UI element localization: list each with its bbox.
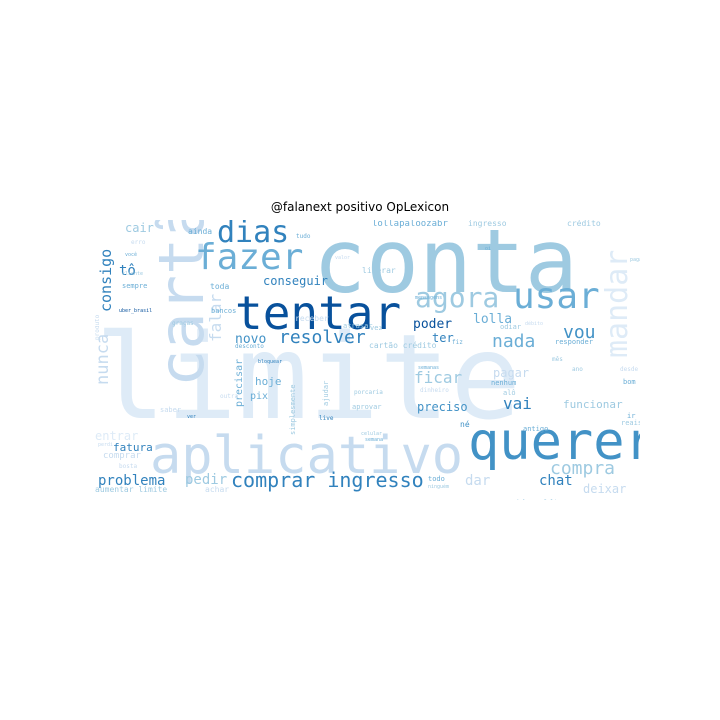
- word-cloud: limite cartão conta aplicativo querer te…: [95, 220, 640, 500]
- word-tentar: tentar: [235, 286, 402, 340]
- word-voce: você: [125, 252, 138, 258]
- word-ano: ano: [572, 366, 583, 373]
- word-conseguir: conseguir: [263, 274, 329, 288]
- word-mandar: mandar: [600, 249, 635, 358]
- word-to: tô: [119, 263, 136, 279]
- word-oi: oi: [485, 246, 492, 252]
- word-conta: conta: [313, 220, 578, 313]
- word-novo: novo: [235, 332, 267, 347]
- word-usar: usar: [513, 276, 600, 317]
- word-vou: vou: [563, 322, 596, 343]
- word-dar: dar: [465, 473, 491, 489]
- word-achar: achar: [205, 485, 230, 494]
- word-dinheiro: dinheiro: [420, 387, 449, 394]
- word-nunca: nunca: [95, 333, 113, 385]
- word-lollapaloozabr: lollapaloozabr: [372, 220, 448, 229]
- word-consigo: consigo: [97, 248, 115, 312]
- word-vai: vai: [503, 394, 532, 413]
- word-compra: compra: [550, 458, 616, 479]
- word-semanas: semanas: [418, 365, 440, 371]
- word-semana: semana: [365, 437, 384, 443]
- word-entrar: entrar: [95, 429, 139, 443]
- word-ver: ver: [187, 414, 197, 420]
- word-deixar: deixar: [583, 482, 627, 496]
- word-lolla: lolla: [473, 312, 513, 327]
- word-ficar: ficar: [414, 368, 463, 387]
- word-fatura: fatura: [113, 441, 153, 454]
- word-aprovar: aprovar: [352, 403, 382, 411]
- word-todo: todo: [428, 475, 445, 483]
- word-liberar: liberar: [362, 266, 396, 275]
- word-atrasar: atrasar: [343, 322, 373, 330]
- word-sempre: sempre: [122, 282, 148, 290]
- word-mensagens: mensagens: [415, 295, 443, 301]
- word-pedir: pedir: [185, 472, 228, 488]
- word-simplesmente: simplesmente: [289, 384, 297, 435]
- word-pagar: pagar: [493, 366, 530, 380]
- word-gracas: graças: [172, 320, 194, 327]
- word-uber-brasil: uber_brasil: [119, 308, 153, 314]
- word-porcaria: porcaria: [354, 389, 383, 396]
- word-tudo: tudo: [296, 233, 311, 240]
- word-credito: crédito: [567, 220, 601, 228]
- word-cair: cair: [125, 221, 154, 235]
- word-desconto: desconto: [235, 343, 264, 350]
- word-ne: né: [460, 420, 470, 429]
- word-agora: agora: [415, 281, 500, 314]
- word-dias: dias: [217, 220, 290, 250]
- word-chat: chat: [539, 473, 573, 489]
- word-limite: limite: [95, 308, 522, 446]
- word-responder: responder: [555, 338, 593, 346]
- word-alo: alô: [503, 389, 516, 397]
- word-problema: problema: [98, 473, 166, 489]
- word-aplicativo: aplicativo: [150, 426, 464, 486]
- word-erro: erro: [131, 239, 146, 246]
- word-saber: saber: [160, 406, 182, 414]
- word-nenhum: nenhum: [491, 379, 517, 387]
- word-receber: receber: [295, 314, 329, 323]
- chart-title: @falanext positivo OpLexicon: [270, 200, 450, 214]
- word-odiar: odiar: [500, 323, 522, 331]
- word-ajudar: ajudar: [322, 380, 330, 406]
- word-hoje: hoje: [255, 375, 282, 388]
- word-falar: falar: [206, 293, 225, 342]
- word-preciso: preciso: [417, 400, 468, 414]
- word-ingresso: ingresso: [468, 220, 507, 228]
- word-pix: pix: [250, 391, 269, 402]
- word-live: live: [319, 415, 334, 422]
- word-bom: bom: [623, 378, 636, 386]
- word-mes: mês: [552, 356, 563, 363]
- word-aumentar-limite: aumentar limite: [95, 485, 168, 494]
- word-pagamento: pagamento: [630, 257, 640, 263]
- word-cliente: cliente: [122, 271, 144, 277]
- word-toda: toda: [210, 282, 230, 291]
- word-bancos: bancos: [211, 307, 237, 315]
- word-perdi: perdi: [98, 442, 114, 448]
- word-cartao-credito: cartão crédito: [369, 341, 437, 350]
- word-funcionar: funcionar: [563, 398, 623, 411]
- word-produto: produto: [95, 314, 101, 340]
- word-querer: querer: [468, 412, 640, 472]
- word-comprar: comprar: [103, 451, 141, 461]
- word-bosta: bosta: [119, 463, 138, 470]
- word-reais: reais: [621, 419, 640, 427]
- word-poder: poder: [413, 317, 453, 332]
- word-nada: nada: [492, 331, 536, 352]
- word-valor: valor: [335, 255, 351, 261]
- word-antigo: antigo: [523, 425, 549, 433]
- word-ninguem: ninguém: [428, 484, 450, 490]
- word-ter: ter: [432, 331, 454, 345]
- word-vez: vez: [370, 324, 383, 332]
- word-debito: débito: [525, 321, 544, 327]
- word-ir: ir: [627, 412, 636, 420]
- word-comprar-ingresso: comprar ingresso: [231, 468, 424, 492]
- word-bloquear: bloquear: [258, 359, 283, 365]
- word-outra: outra: [220, 393, 239, 400]
- word-celular: celular: [361, 431, 383, 437]
- word-fazer: fazer: [195, 237, 304, 278]
- word-desde: desde: [620, 366, 639, 373]
- word-resolver: resolver: [279, 327, 366, 348]
- word-fiz: fiz: [452, 339, 463, 346]
- word-ainda: ainda: [188, 227, 213, 236]
